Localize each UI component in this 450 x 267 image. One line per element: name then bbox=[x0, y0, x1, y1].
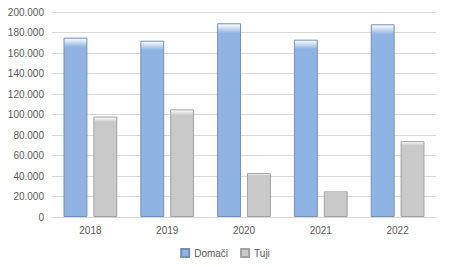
svg-text:140.000: 140.000 bbox=[8, 68, 45, 79]
svg-text:160.000: 160.000 bbox=[8, 48, 45, 59]
svg-text:80.000: 80.000 bbox=[13, 130, 44, 141]
svg-text:100.000: 100.000 bbox=[8, 109, 45, 120]
svg-text:2021: 2021 bbox=[310, 225, 333, 236]
svg-text:Domači: Domači bbox=[194, 248, 228, 259]
svg-text:200.000: 200.000 bbox=[8, 7, 45, 18]
svg-text:2020: 2020 bbox=[233, 225, 256, 236]
svg-text:180.000: 180.000 bbox=[8, 27, 45, 38]
svg-text:60.000: 60.000 bbox=[13, 150, 44, 161]
svg-text:Tuji: Tuji bbox=[254, 248, 270, 259]
svg-text:40.000: 40.000 bbox=[13, 171, 44, 182]
svg-text:2022: 2022 bbox=[386, 225, 409, 236]
svg-text:120.000: 120.000 bbox=[8, 89, 45, 100]
svg-text:20.000: 20.000 bbox=[13, 191, 44, 202]
svg-text:0: 0 bbox=[38, 212, 44, 223]
svg-text:2019: 2019 bbox=[156, 225, 179, 236]
svg-text:2018: 2018 bbox=[79, 225, 102, 236]
